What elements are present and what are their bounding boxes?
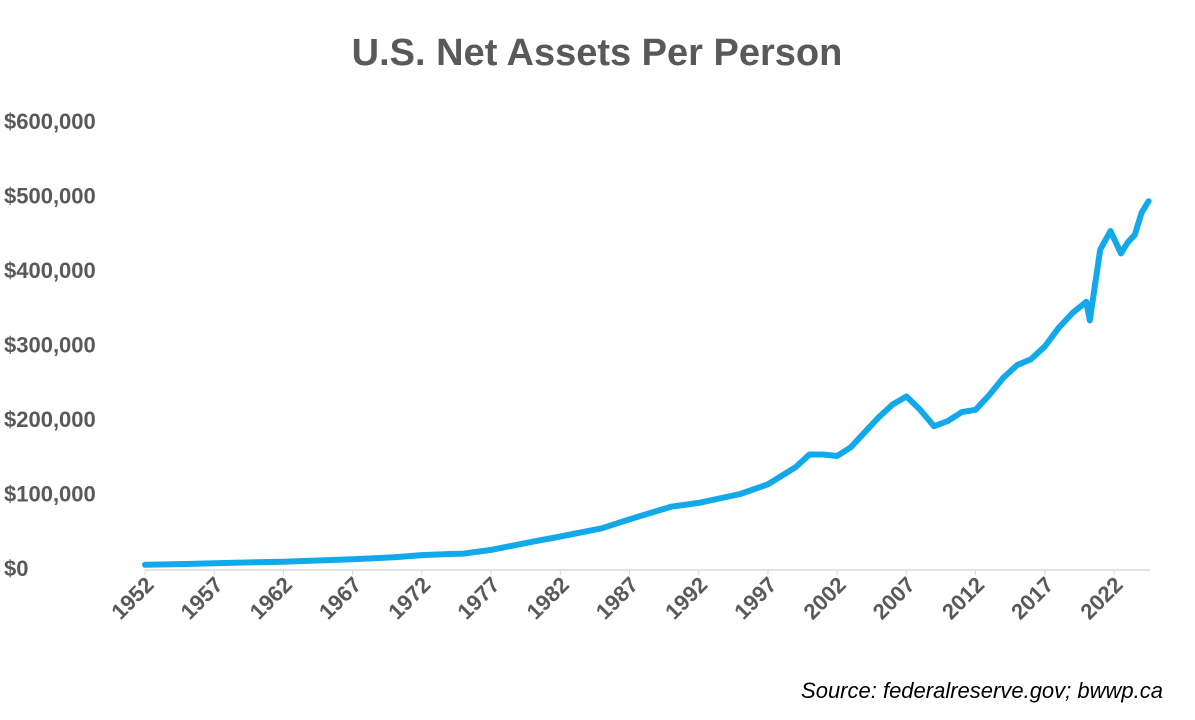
x-tick-label: 1987 (591, 572, 643, 624)
x-tick-label: 2007 (868, 572, 920, 624)
x-tick-label: 1972 (383, 572, 435, 624)
x-tick-label: 2017 (1006, 572, 1058, 624)
x-tick-label: 1977 (452, 572, 504, 624)
x-tick-label: 1957 (176, 572, 228, 624)
y-tick-label: $100,000 (4, 481, 96, 506)
data-line (142, 198, 1152, 568)
x-tick-label: 1992 (660, 572, 712, 624)
x-tick-label: 1997 (729, 572, 781, 624)
x-tick-label: 2022 (1075, 572, 1127, 624)
x-tick-label: 1967 (314, 572, 366, 624)
chart-title: U.S. Net Assets Per Person (352, 32, 843, 74)
y-tick-label: $200,000 (4, 407, 96, 432)
y-tick-label: $300,000 (4, 332, 96, 357)
y-tick-label: $0 (4, 556, 28, 581)
y-tick-label: $500,000 (4, 183, 96, 208)
y-tick-label: $400,000 (4, 258, 96, 283)
y-tick-label: $600,000 (4, 109, 96, 134)
x-tick-label: 2002 (799, 572, 851, 624)
x-tick-label: 1952 (106, 572, 158, 624)
x-tick-label: 1982 (522, 572, 574, 624)
x-tick-label: 1962 (245, 572, 297, 624)
x-tick-label: 2012 (937, 572, 989, 624)
source-note: Source: federalreserve.gov; bwwp.ca (801, 678, 1163, 703)
